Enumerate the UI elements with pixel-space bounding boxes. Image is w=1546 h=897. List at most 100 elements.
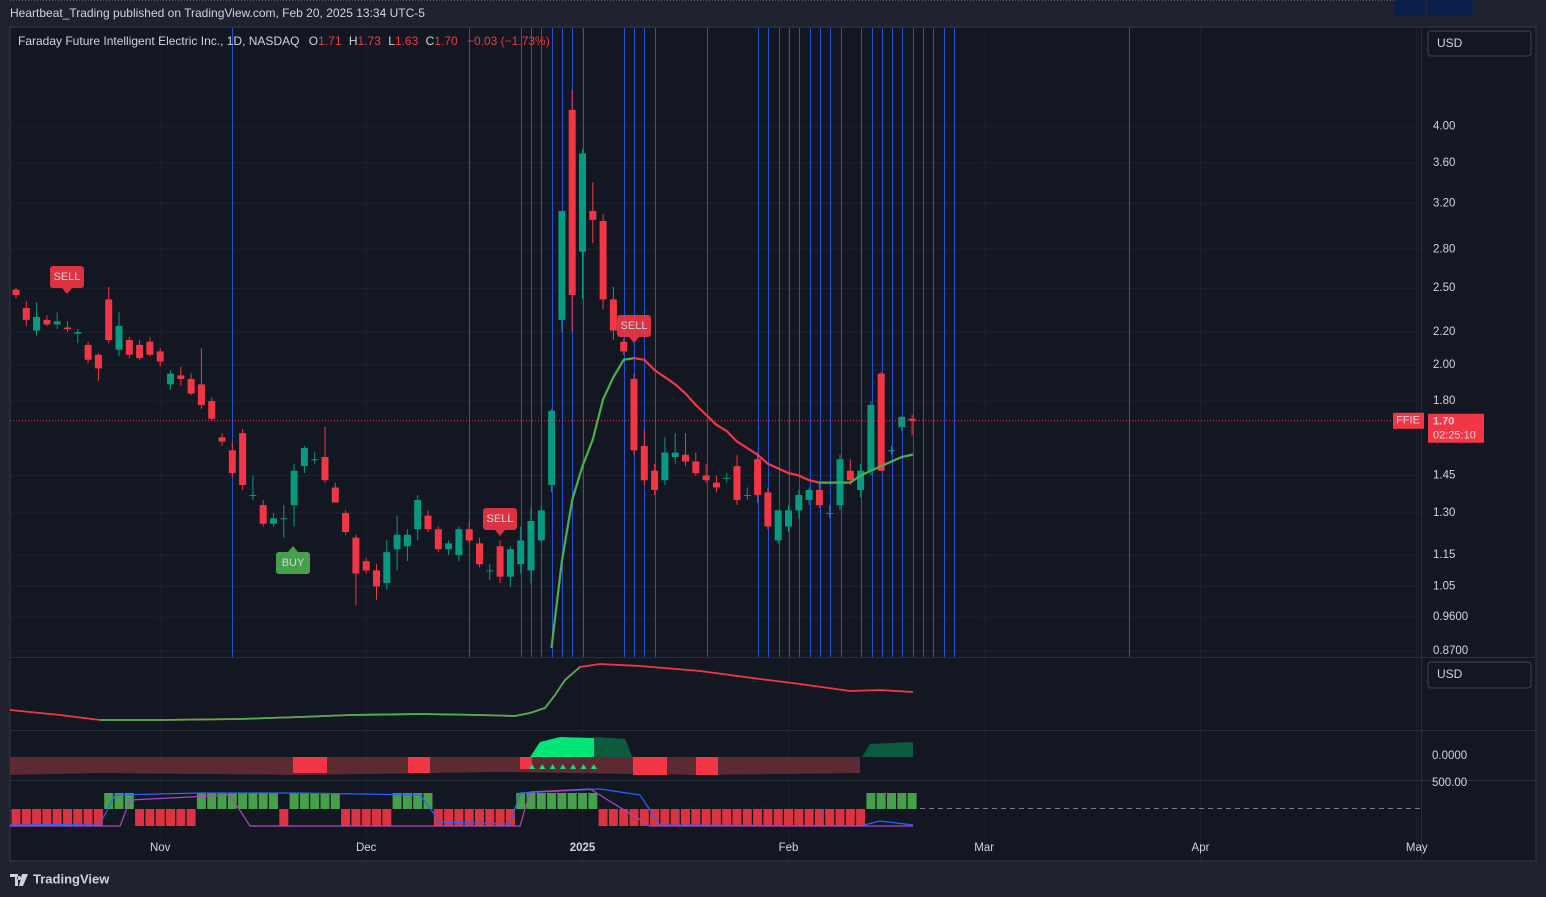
candle-body [125, 340, 133, 355]
histogram-bar [104, 793, 114, 809]
histogram-bar [505, 809, 515, 826]
histogram-bar [444, 809, 454, 826]
histogram-bar [423, 793, 433, 809]
histogram-bar [135, 809, 145, 826]
candle-body [94, 354, 102, 369]
ma-segment [859, 469, 873, 477]
y-tick-label: 1.05 [1433, 580, 1455, 592]
histogram-bar [42, 809, 52, 826]
histogram-bar [742, 809, 752, 826]
oscillator-block [293, 757, 327, 773]
candle-body [115, 325, 123, 350]
signal-label: BUY [276, 546, 310, 574]
signal-box [50, 266, 84, 288]
candle-body [815, 489, 823, 506]
y-tick-label: 1.15 [1433, 549, 1455, 561]
histogram-bar [670, 809, 680, 826]
oscillator-block [696, 757, 718, 775]
indicator-line [10, 788, 913, 827]
candle-body [74, 332, 82, 334]
candle-body [620, 341, 628, 352]
histogram-bar [598, 809, 608, 826]
candle-body [156, 351, 164, 362]
y-tick-label: 1.30 [1433, 507, 1455, 519]
low-label [1394, 0, 1473, 16]
y-tick-label: 3.20 [1433, 197, 1455, 209]
ma-segment [663, 376, 677, 386]
histogram-bar [536, 793, 546, 809]
candle-body [414, 500, 422, 530]
histogram-bar [907, 793, 917, 809]
candle-body [362, 561, 370, 571]
candle-body [84, 344, 92, 360]
triangle-marker [580, 764, 587, 769]
histogram-bar [763, 809, 773, 826]
last-price: 1.70 [1433, 416, 1454, 428]
candle-body [671, 452, 679, 457]
histogram-bar [382, 809, 392, 826]
currency-button[interactable] [1427, 661, 1532, 689]
signal-label: SELL [617, 315, 651, 343]
histogram-bar [279, 809, 289, 826]
histogram-bar [176, 809, 186, 826]
ma-segment [704, 413, 718, 426]
ma-segment [622, 357, 636, 361]
ohlc-key: L [388, 34, 395, 48]
candle-body [331, 487, 339, 503]
change: −0.03 (−1.73%) [467, 34, 550, 48]
candle-body [517, 540, 525, 565]
ma-segment [746, 447, 759, 456]
currency-label[interactable]: USD [1437, 36, 1463, 50]
histogram-bar [155, 809, 165, 826]
ma-segment [560, 498, 574, 563]
histogram-bar [73, 809, 83, 826]
candle-body [496, 546, 504, 577]
histogram-bar [711, 809, 721, 826]
candle-body [311, 459, 319, 461]
histogram-bar [701, 809, 711, 826]
currency-label[interactable]: USD [1437, 667, 1463, 681]
publisher-line: Heartbeat_Trading published on TradingVi… [10, 6, 425, 20]
signal-box [483, 508, 517, 530]
signal-pointer [62, 288, 72, 294]
histogram-bar [784, 809, 793, 826]
triangle-marker [539, 764, 546, 769]
histogram-bar [814, 809, 824, 826]
histogram-bar [361, 809, 371, 826]
candle-body [64, 327, 71, 330]
low-tag [1394, 0, 1425, 16]
histogram-bar [804, 809, 814, 826]
currency-button[interactable] [1427, 30, 1532, 57]
y-tick-label: 1.45 [1433, 469, 1455, 481]
ohlc-key: H [349, 34, 358, 48]
ohlc-key: O [309, 34, 318, 48]
candle-body [486, 570, 494, 572]
candle-body [352, 537, 360, 574]
candle-body [270, 518, 277, 524]
candle-body [239, 433, 247, 486]
candle-body [373, 570, 380, 587]
histogram-bar [299, 793, 309, 809]
symbol-title: Faraday Future Intelligent Electric Inc.… [18, 34, 299, 48]
ma-segment [684, 392, 697, 407]
candle-body [568, 109, 576, 296]
candle-body [33, 316, 41, 331]
candle-body [712, 482, 720, 488]
histogram-bar [21, 809, 31, 826]
candle-body [280, 518, 288, 520]
candle-body [259, 505, 267, 524]
candle-body [548, 410, 556, 486]
triangle-marker [549, 764, 556, 769]
candle-body [702, 475, 710, 481]
histogram-bar [320, 793, 330, 809]
candle-body [733, 466, 741, 501]
level-label: 500.00 [1432, 777, 1467, 789]
ma-segment [787, 471, 800, 477]
signal-box [276, 552, 310, 574]
candle-body [465, 529, 473, 541]
ma-segment [849, 474, 862, 484]
signal-pointer [495, 530, 505, 536]
candle-body [393, 534, 401, 550]
ma-segment [807, 479, 821, 484]
candle-body [774, 510, 782, 541]
